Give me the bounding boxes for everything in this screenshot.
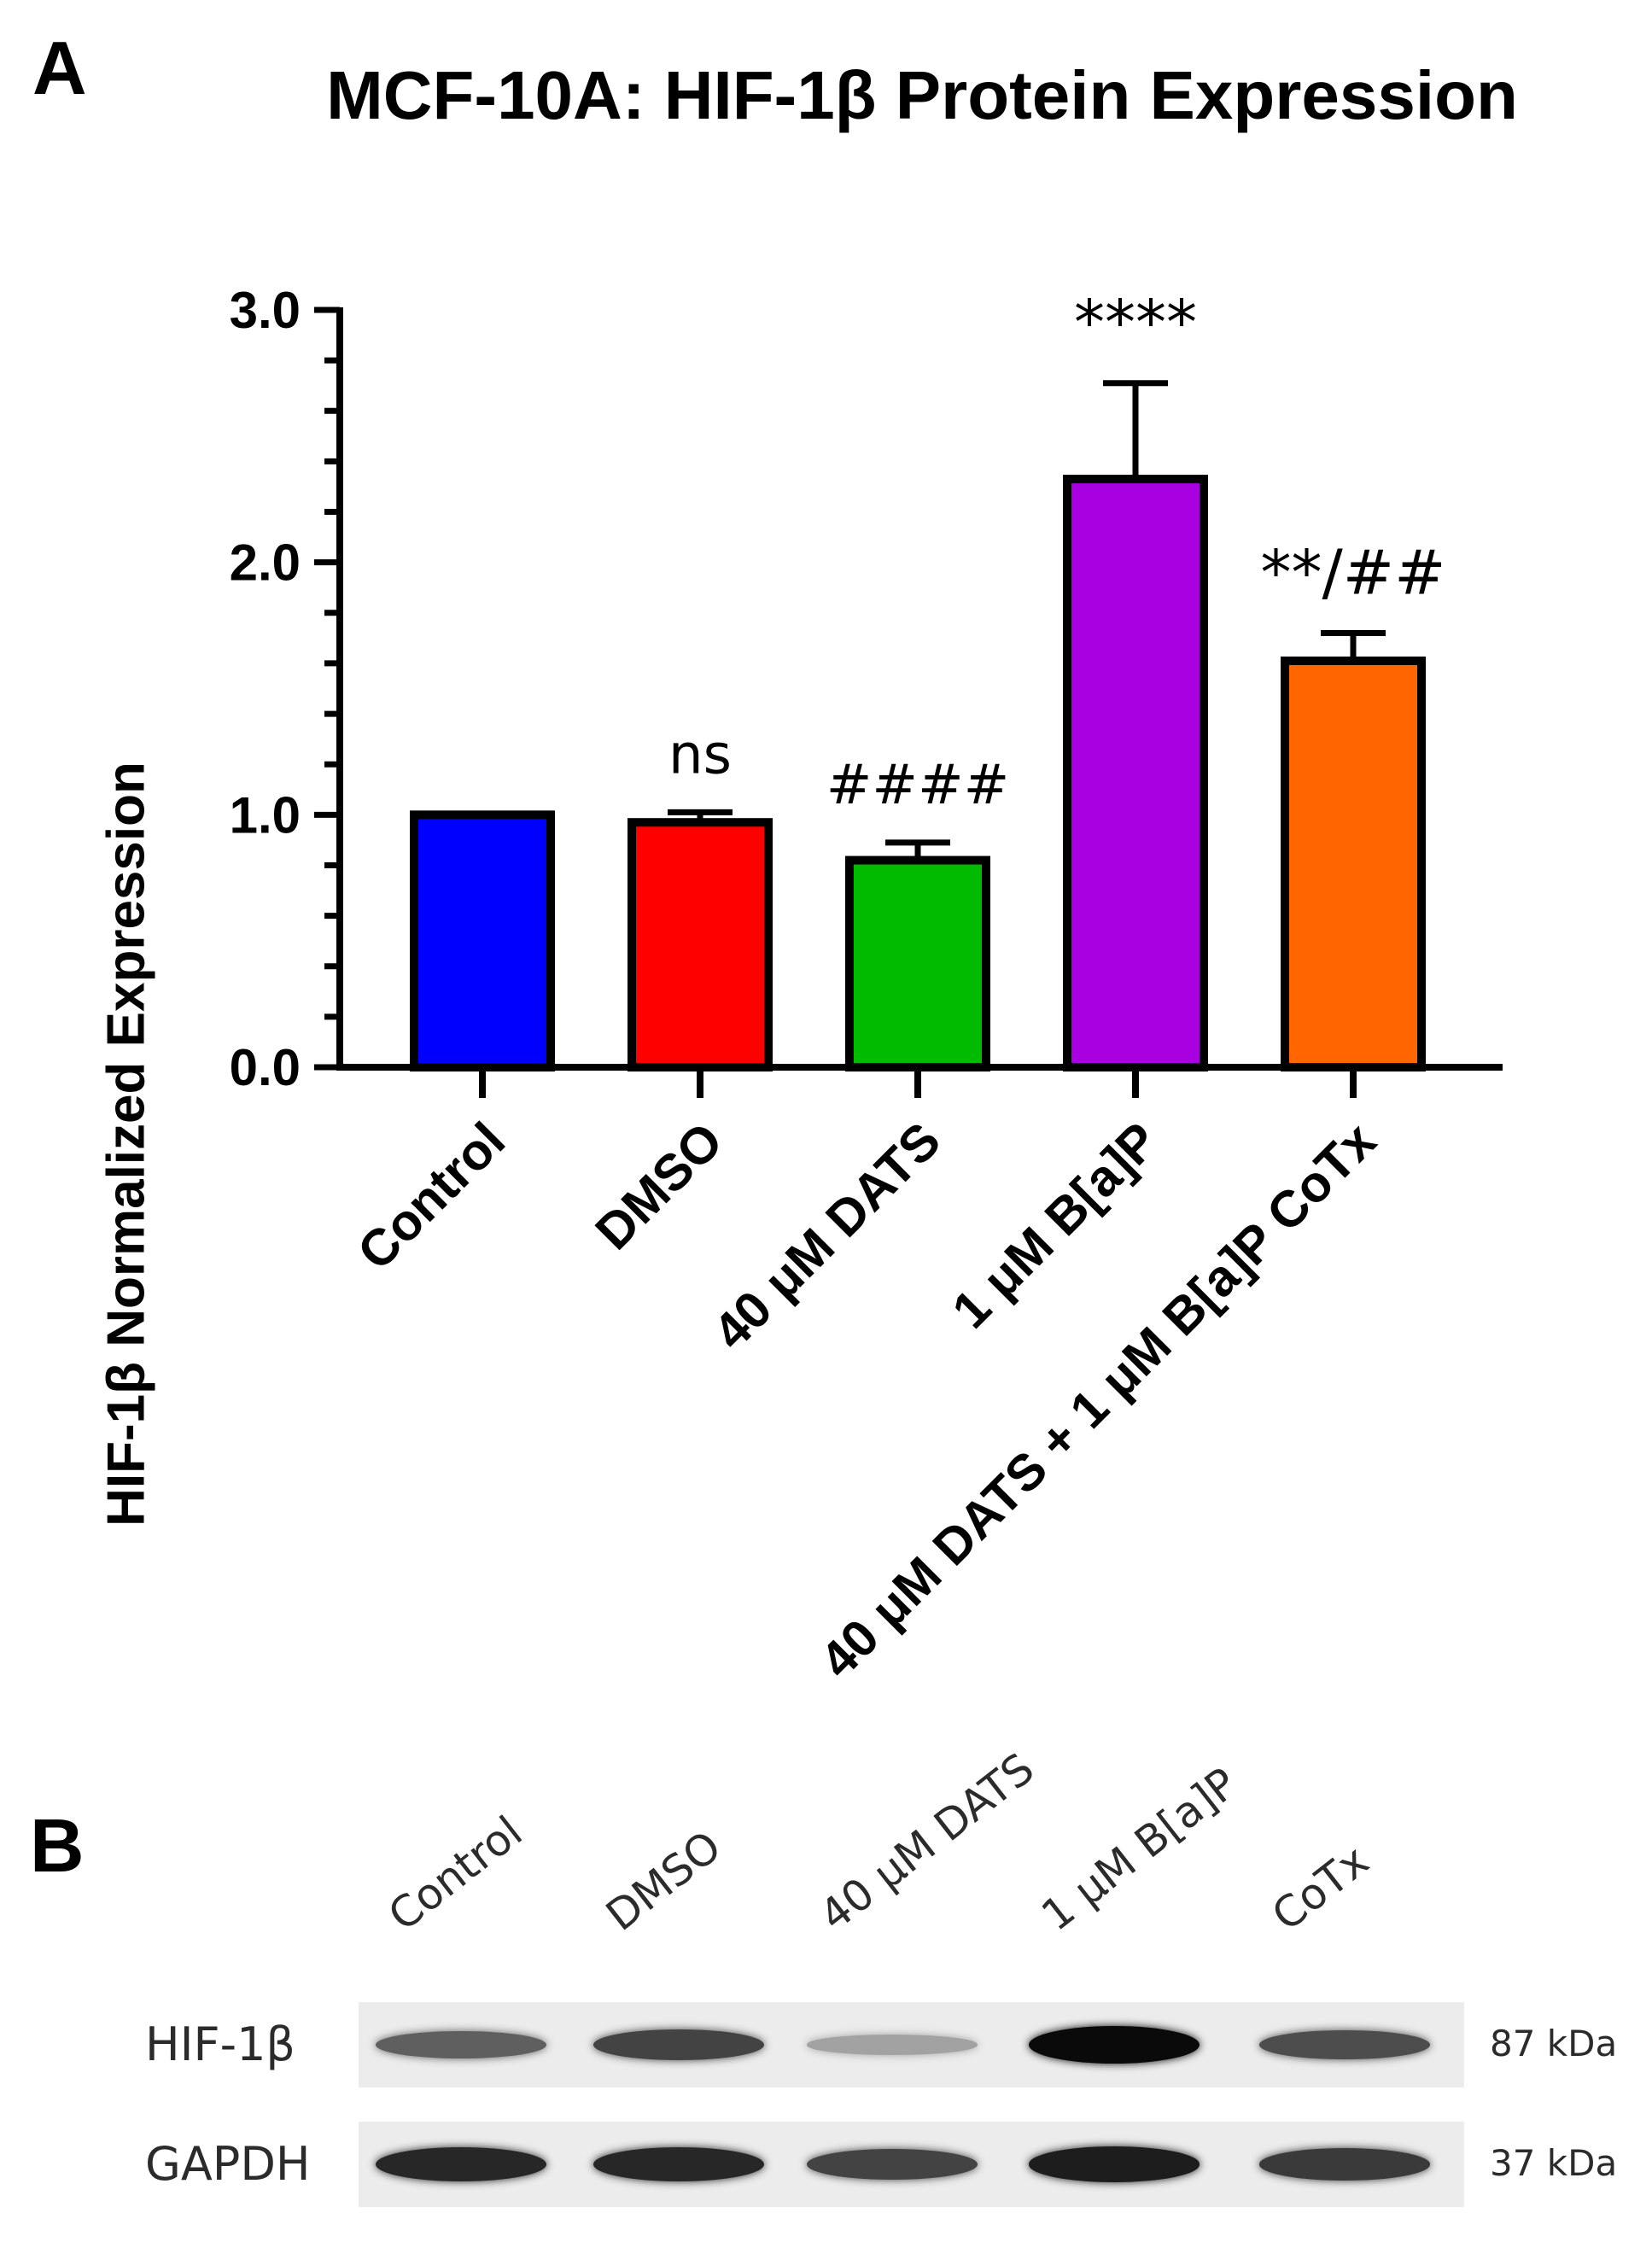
- bar: [1063, 475, 1208, 1071]
- bar: [845, 855, 990, 1072]
- x-tick-label: DMSO: [585, 1112, 734, 1261]
- significance-label: ns: [668, 723, 732, 786]
- y-tick-label: 1.0: [230, 786, 301, 844]
- blot-band: [1259, 2148, 1430, 2181]
- significance-label: ####: [826, 754, 1010, 817]
- blot-band: [593, 2029, 764, 2061]
- x-tick-label: 1 μM B[a]P: [942, 1112, 1170, 1340]
- blot-lane-label: CoTx: [1263, 1835, 1379, 1941]
- blot-lane-label: Control: [379, 1807, 532, 1941]
- blot-band: [376, 2030, 546, 2059]
- panel-b-label: B: [30, 1803, 85, 1888]
- molecular-weight-label: 87 kDa: [1490, 2023, 1618, 2064]
- blot-band: [376, 2146, 546, 2182]
- blot-band: [1029, 2026, 1200, 2064]
- bar: [628, 818, 773, 1071]
- blot-band: [807, 2035, 978, 2055]
- blot-lane-label: DMSO: [597, 1821, 731, 1941]
- panel-a-label: A: [32, 26, 87, 110]
- bar: [410, 810, 555, 1071]
- bar-chart: 0.0 1.0 2.0 3.0 Control ns DMSO #### 40 μM DATS *…: [230, 282, 1503, 1689]
- blot-band: [1029, 2146, 1200, 2182]
- x-tick-label: Control: [347, 1112, 516, 1281]
- chart-title: MCF-10A: HIF-1β Protein Expression: [326, 57, 1518, 133]
- blot-band: [1259, 2029, 1430, 2060]
- y-tick-label: 3.0: [230, 282, 301, 339]
- blot-row-label: HIF-1β: [145, 2017, 295, 2071]
- blot-row-label: GAPDH: [145, 2137, 311, 2191]
- blot-band: [807, 2148, 978, 2181]
- blot-band: [593, 2146, 764, 2182]
- significance-label: ****: [1074, 287, 1197, 359]
- y-tick-label: 2.0: [230, 534, 301, 592]
- x-tick-label: 40 μM DATS: [702, 1112, 951, 1361]
- y-tick-label: 0.0: [230, 1039, 301, 1096]
- bar: [1281, 656, 1426, 1072]
- molecular-weight-label: 37 kDa: [1490, 2142, 1618, 2184]
- significance-label: **/##: [1261, 536, 1446, 608]
